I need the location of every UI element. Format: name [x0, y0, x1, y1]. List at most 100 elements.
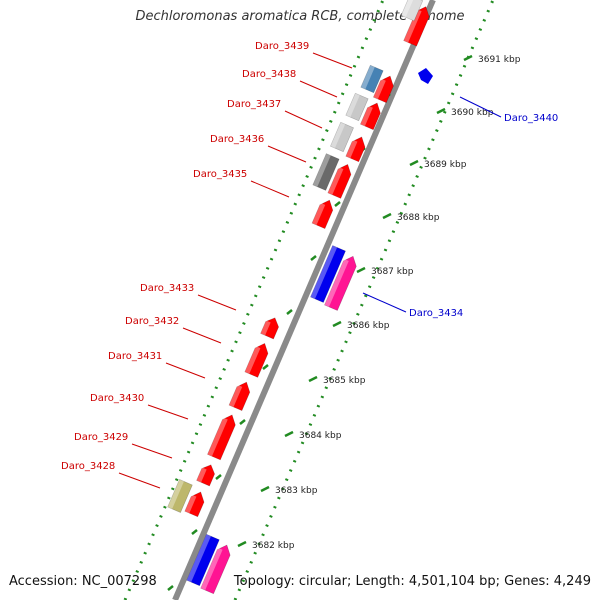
gene-cds-red [260, 317, 279, 340]
outer-dotted-ring-right [233, 0, 495, 600]
gene-lightgray-2-highlight [330, 122, 346, 149]
gene-cds-red-highlight [312, 202, 326, 226]
gene-gray-top [400, 0, 424, 22]
gene-blue-small [418, 68, 433, 84]
gene-blue-bottom [186, 533, 220, 587]
genome-title: Dechloromonas aromatica RCB, complete ge… [135, 9, 465, 24]
gene-cds-red-highlight [244, 346, 261, 374]
gene-leader-line [299, 80, 338, 98]
scale-tick-label: 3689 kbp [424, 160, 467, 170]
gene-cds-red-shape [196, 464, 215, 487]
gene-magenta-shape [324, 255, 357, 311]
gene-label: Daro_3439 [255, 41, 309, 52]
gene-cds-red [196, 464, 215, 487]
gene-cds-red-highlight [184, 494, 197, 514]
gene-leader-line [312, 52, 353, 69]
gene-darkgray-shape [312, 153, 340, 191]
gene-cds-red-shape [184, 491, 205, 518]
gene-label: Daro_3437 [227, 99, 281, 110]
gene-blue [310, 245, 346, 303]
gene-cds-red-highlight [403, 9, 422, 43]
gene-cds-red-highlight [327, 167, 344, 195]
scale-tick-label: 3691 kbp [478, 55, 521, 65]
gene-steelblue-highlight [360, 65, 375, 90]
gene-cds-red-shape [228, 381, 251, 412]
gene-label: Daro_3433 [140, 283, 194, 294]
gene-cds-red-shape [244, 342, 269, 378]
gene-cds-red [311, 199, 334, 230]
gene-cds-red-highlight [229, 384, 243, 408]
scale-tick [237, 540, 247, 548]
gene-lightgray-2 [330, 121, 354, 153]
gene-label: Daro_3436 [210, 134, 264, 145]
scale-tick [260, 485, 270, 493]
scale-tick-minor [167, 585, 174, 591]
gene-leader-line [362, 292, 407, 313]
gene-lightgray-1-shape [345, 92, 369, 122]
gene-labels: Daro_3439 Daro_3438 Daro_3437 Daro_3436 Daro… [61, 41, 558, 489]
scale-tick-minor [215, 474, 222, 480]
scale-tick [332, 320, 342, 328]
gene-darkgray [312, 153, 340, 191]
gene-cds-red-shape [207, 414, 236, 461]
gene-label: Daro_3432 [125, 316, 179, 327]
gene-cds-red-shape [311, 199, 334, 230]
scale-tick-label: 3688 kbp [397, 213, 440, 223]
gene-magenta-bottom [200, 544, 231, 595]
gene-khaki [167, 479, 193, 513]
outer-dotted-ring-left [123, 0, 385, 600]
gene-blue-bottom-highlight [186, 534, 211, 583]
gene-cds-red-shape [345, 136, 366, 163]
gene-cds-red-highlight [345, 139, 358, 159]
gene-cds-red [345, 136, 366, 163]
scale-tick-minor [334, 201, 341, 207]
genome-backbone [172, 0, 436, 600]
gene-leader-line [267, 145, 307, 163]
gene-leader-line [182, 327, 222, 344]
gene-cds-red [207, 414, 236, 461]
gene-cds-red-shape [373, 75, 394, 104]
gene-cds-red-highlight [207, 417, 228, 457]
gene-leader-line [250, 180, 290, 198]
gene-gray-top-shape [400, 0, 424, 22]
gene-blue-highlight [310, 245, 338, 299]
scale-tick-minor [191, 529, 198, 535]
gene-cds-red-highlight [196, 467, 207, 483]
scale-tick-label: 3687 kbp [371, 267, 414, 277]
gene-lightgray-2-shape [330, 121, 354, 153]
gene-cds-red-highlight [360, 105, 373, 127]
gene-magenta-bottom-shape [200, 544, 231, 595]
gene-label: Daro_3438 [242, 69, 296, 80]
scale-tick-label: 3682 kbp [252, 541, 295, 551]
gene-cds-red-shape [360, 102, 381, 131]
gene-lightgray-1-highlight [345, 93, 360, 118]
gene-features [167, 0, 433, 595]
gene-leader-line [147, 404, 189, 420]
gene-label: Daro_3434 [409, 308, 463, 319]
scale-tick-minor [310, 255, 317, 261]
gene-magenta-bottom-highlight [200, 547, 223, 591]
gene-leader-line [165, 362, 206, 379]
scale-tick [284, 430, 294, 438]
scale-tick-minor [286, 309, 293, 315]
gene-lightgray-1 [345, 92, 369, 122]
scale-tick [436, 107, 446, 115]
gene-cds-red-shape [260, 317, 279, 340]
scale-tick-label: 3685 kbp [323, 376, 366, 386]
gene-label: Daro_3428 [61, 461, 115, 472]
gene-leader-line [118, 472, 161, 489]
topology-summary: Topology: circular; Length: 4,501,104 bp… [233, 574, 591, 589]
gene-label: Daro_3429 [74, 432, 128, 443]
gene-cds-red-highlight [260, 320, 271, 336]
scale-tick-label: 3684 kbp [299, 431, 342, 441]
gene-steelblue [360, 64, 384, 94]
gene-leader-line [131, 443, 173, 459]
scale-tick-label: 3686 kbp [347, 321, 390, 331]
scale-tick [382, 212, 392, 220]
gene-cds-red [244, 342, 269, 378]
gene-blue-bottom-shape [186, 533, 220, 587]
scale-ticks: 3682 kbp 3683 kbp 3684 kbp 3685 kbp 3686 kbp… [167, 54, 521, 591]
accession-label: Accession: NC_007298 [9, 574, 157, 589]
